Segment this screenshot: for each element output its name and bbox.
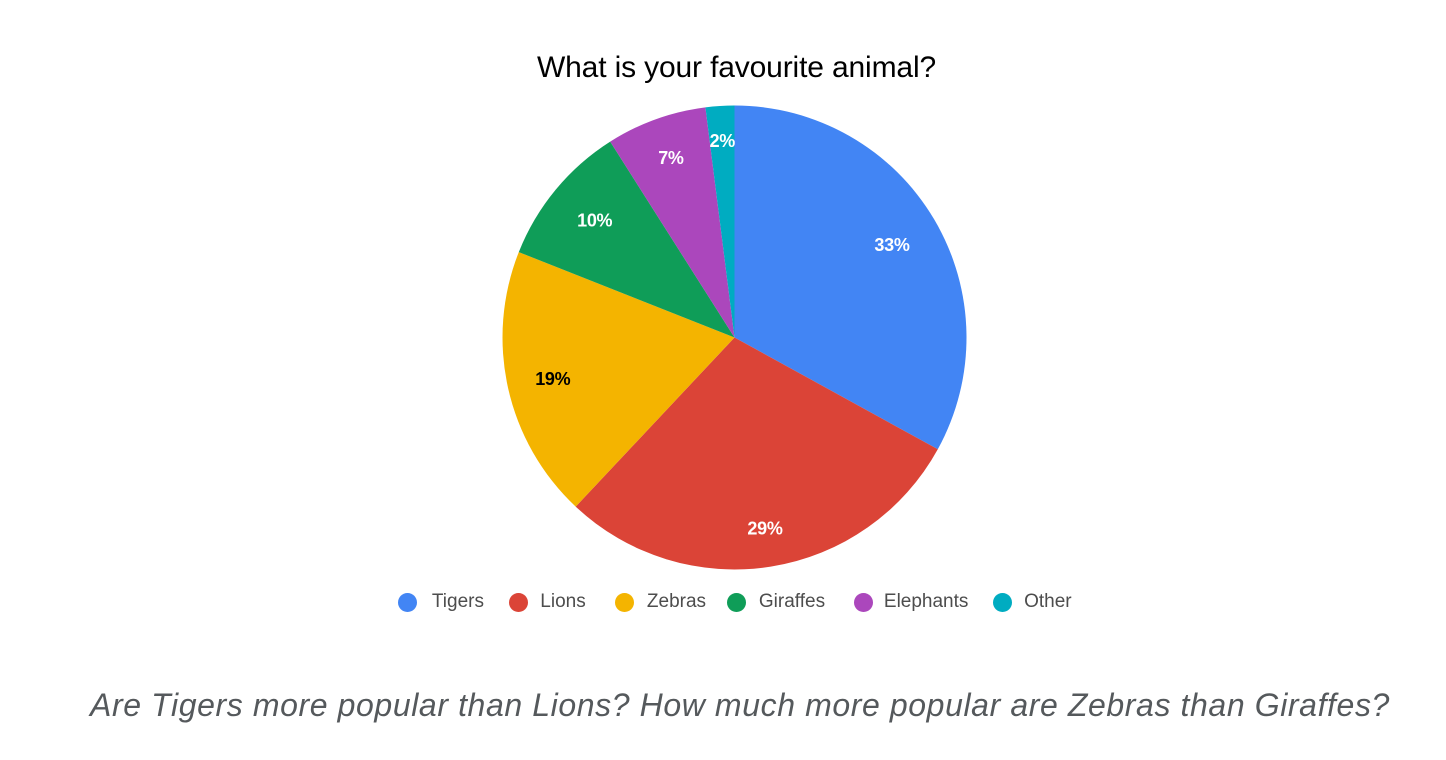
svg-text:10%: 10% [577,211,612,231]
svg-text:33%: 33% [874,235,909,255]
svg-text:2%: 2% [710,131,736,151]
svg-text:29%: 29% [747,519,782,539]
svg-text:19%: 19% [535,369,570,389]
svg-text:7%: 7% [658,148,684,168]
